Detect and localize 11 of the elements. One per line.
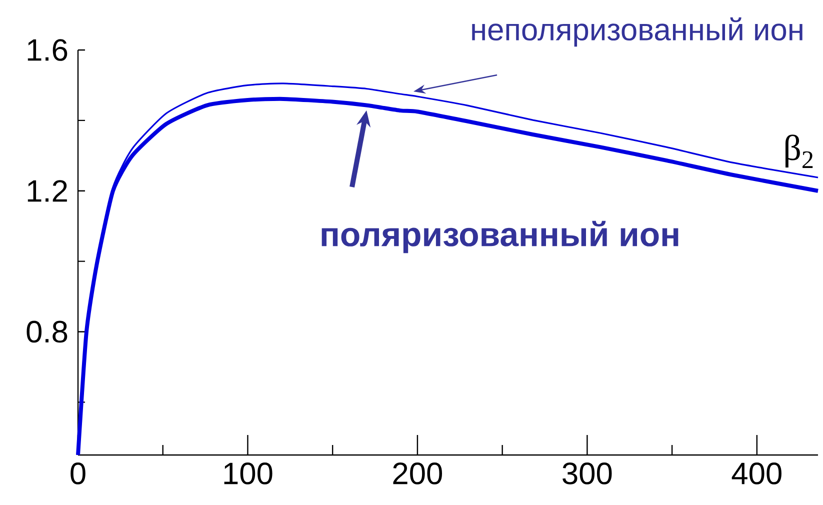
y-axis-title: β$_{2}$ <box>786 134 813 168</box>
series-label: неполяризованный ион <box>472 17 802 47</box>
y-tick-label: 1.2 <box>28 180 67 202</box>
x-tick-label: 400 <box>732 462 782 484</box>
y-tick-label: 1.6 <box>28 39 68 61</box>
x-tick-label: 300 <box>562 462 612 484</box>
y-tick-label: 0.8 <box>26 320 68 343</box>
x-tick-label: 200 <box>393 462 442 484</box>
series-label: поляризованный ион <box>322 220 678 254</box>
x-tick-label: 100 <box>224 462 272 484</box>
x-tick-label: 0 <box>70 462 86 484</box>
